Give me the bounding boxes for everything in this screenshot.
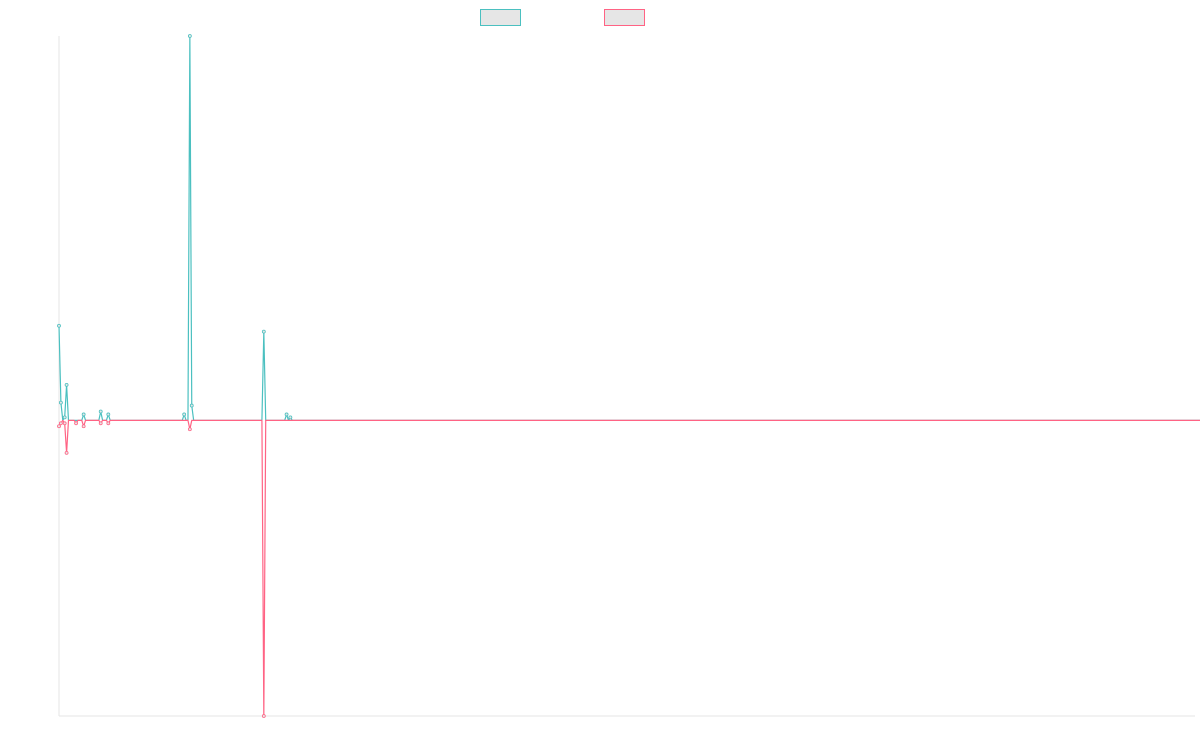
series-1-point (98, 409, 103, 414)
legend-swatch-series-2[interactable] (604, 9, 645, 26)
series-2-point (57, 424, 61, 429)
series-2-point (59, 421, 63, 426)
series-1-point (284, 412, 289, 417)
series-1-point (57, 323, 61, 328)
series-2-point (74, 421, 78, 426)
series-1-point (187, 34, 192, 38)
series-line-1 (58, 35, 1200, 421)
series-1-point (81, 412, 86, 417)
series-2-point (98, 421, 103, 426)
series-line-2 (58, 419, 1200, 717)
axes (58, 36, 1195, 717)
series-2-point (81, 424, 86, 429)
series-1-point (288, 415, 293, 420)
series-1-point (59, 400, 63, 405)
series-2-point (187, 427, 192, 432)
series-1-point (106, 412, 111, 417)
series-layer (57, 34, 1200, 718)
legend-swatch-series-1[interactable] (480, 9, 521, 26)
series-1-point (189, 403, 194, 408)
series-2-point (62, 421, 67, 426)
series-1-point (182, 412, 187, 417)
series-2-point (261, 714, 266, 718)
series-2-point (106, 421, 111, 426)
series-2-point (64, 450, 69, 455)
series-1-point (261, 329, 266, 334)
series-1-point (64, 382, 69, 387)
series-1-point (62, 415, 67, 420)
